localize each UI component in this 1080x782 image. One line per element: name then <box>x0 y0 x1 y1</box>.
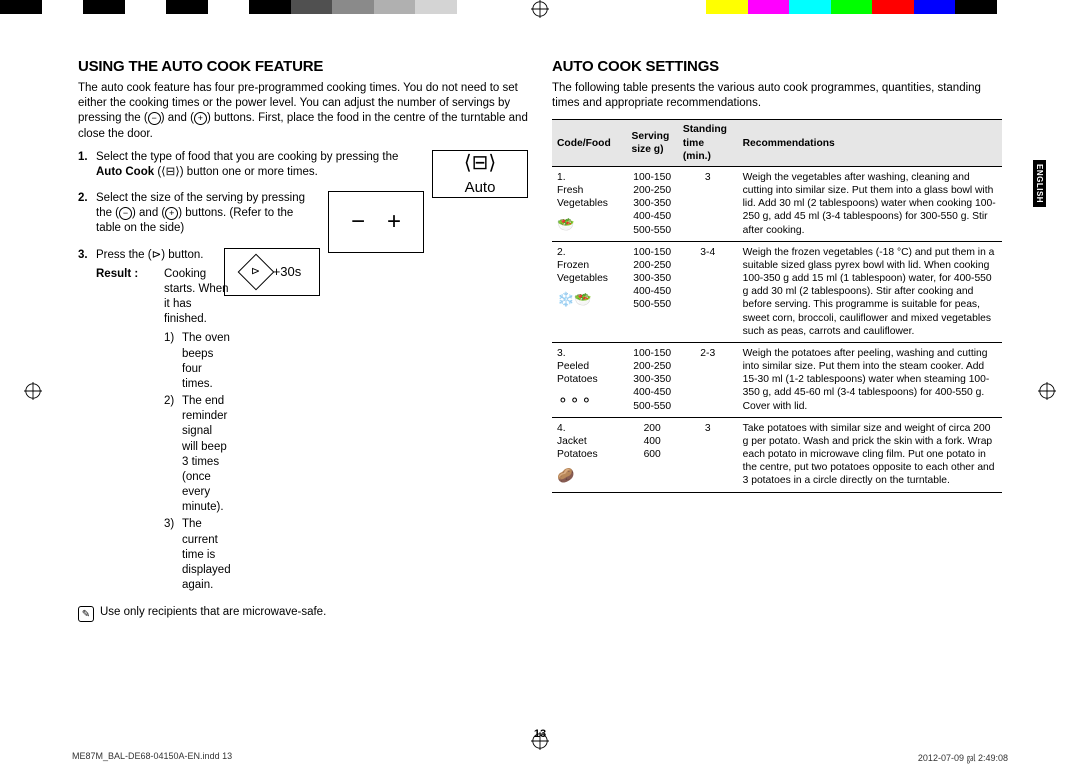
footer-right: 2012-07-09 ㏿ 2:49:08 <box>918 751 1008 764</box>
step-1: ⟨⊟⟩Auto Select the type of food that you… <box>78 150 528 180</box>
right-column: AUTO COOK SETTINGS The following table p… <box>552 58 1002 678</box>
registration-mark-right <box>1038 382 1056 400</box>
registration-mark-left <box>24 382 42 400</box>
sub-3: The current time is displayed again. <box>164 517 231 593</box>
registration-mark-bottom <box>531 732 549 750</box>
footer-left: ME87M_BAL-DE68-04150A-EN.indd 13 <box>72 751 232 764</box>
footer: ME87M_BAL-DE68-04150A-EN.indd 13 2012-07… <box>0 751 1080 764</box>
step-2: −+ Select the size of the serving by pre… <box>78 191 528 237</box>
page-content: USING THE AUTO COOK FEATURE The auto coo… <box>0 14 1080 696</box>
step-3: ⊳+30s Press the (⊳) button. Result : Coo… <box>78 248 528 596</box>
language-tab: ENGLISH <box>1033 160 1046 207</box>
th-reco: Recommendations <box>738 120 1002 167</box>
left-title: USING THE AUTO COOK FEATURE <box>78 58 528 75</box>
sub-1: The oven beeps four times. <box>164 331 231 392</box>
right-intro: The following table presents the various… <box>552 81 1002 111</box>
plus30s-icon: ⊳+30s <box>224 248 320 296</box>
auto-cook-table: Code/Food Serving size g) Standing time … <box>552 119 1002 492</box>
table-row: 1.Fresh Vegetables🥗100-150200-250300-350… <box>552 166 1002 241</box>
left-intro: The auto cook feature has four pre-progr… <box>78 81 528 142</box>
plus-minus-icon: −+ <box>328 191 424 253</box>
note: ✎ Use only recipients that are microwave… <box>78 606 528 618</box>
registration-mark-top <box>531 0 549 18</box>
result-label: Result : <box>96 267 148 596</box>
sub-2: The end reminder signal will beep 3 time… <box>164 394 231 515</box>
table-row: 4.Jacket Potatoes🥔2004006003Take potatoe… <box>552 417 1002 492</box>
left-column: USING THE AUTO COOK FEATURE The auto coo… <box>78 58 528 678</box>
table-row: 3.Peeled Potatoes⚬⚬⚬100-150200-250300-35… <box>552 342 1002 417</box>
right-title: AUTO COOK SETTINGS <box>552 58 1002 75</box>
result-text: Cooking starts. When it has finished. Th… <box>164 267 231 596</box>
note-icon: ✎ <box>78 606 94 622</box>
steps-list: ⟨⊟⟩Auto Select the type of food that you… <box>78 150 528 596</box>
table-row: 2.Frozen Vegetables❄️🥗100-150200-250300-… <box>552 241 1002 342</box>
th-serving: Serving size g) <box>626 120 677 167</box>
th-food: Code/Food <box>552 120 626 167</box>
th-standing: Standing time (min.) <box>678 120 738 167</box>
result-sublist: The oven beeps four times. The end remin… <box>164 331 231 593</box>
